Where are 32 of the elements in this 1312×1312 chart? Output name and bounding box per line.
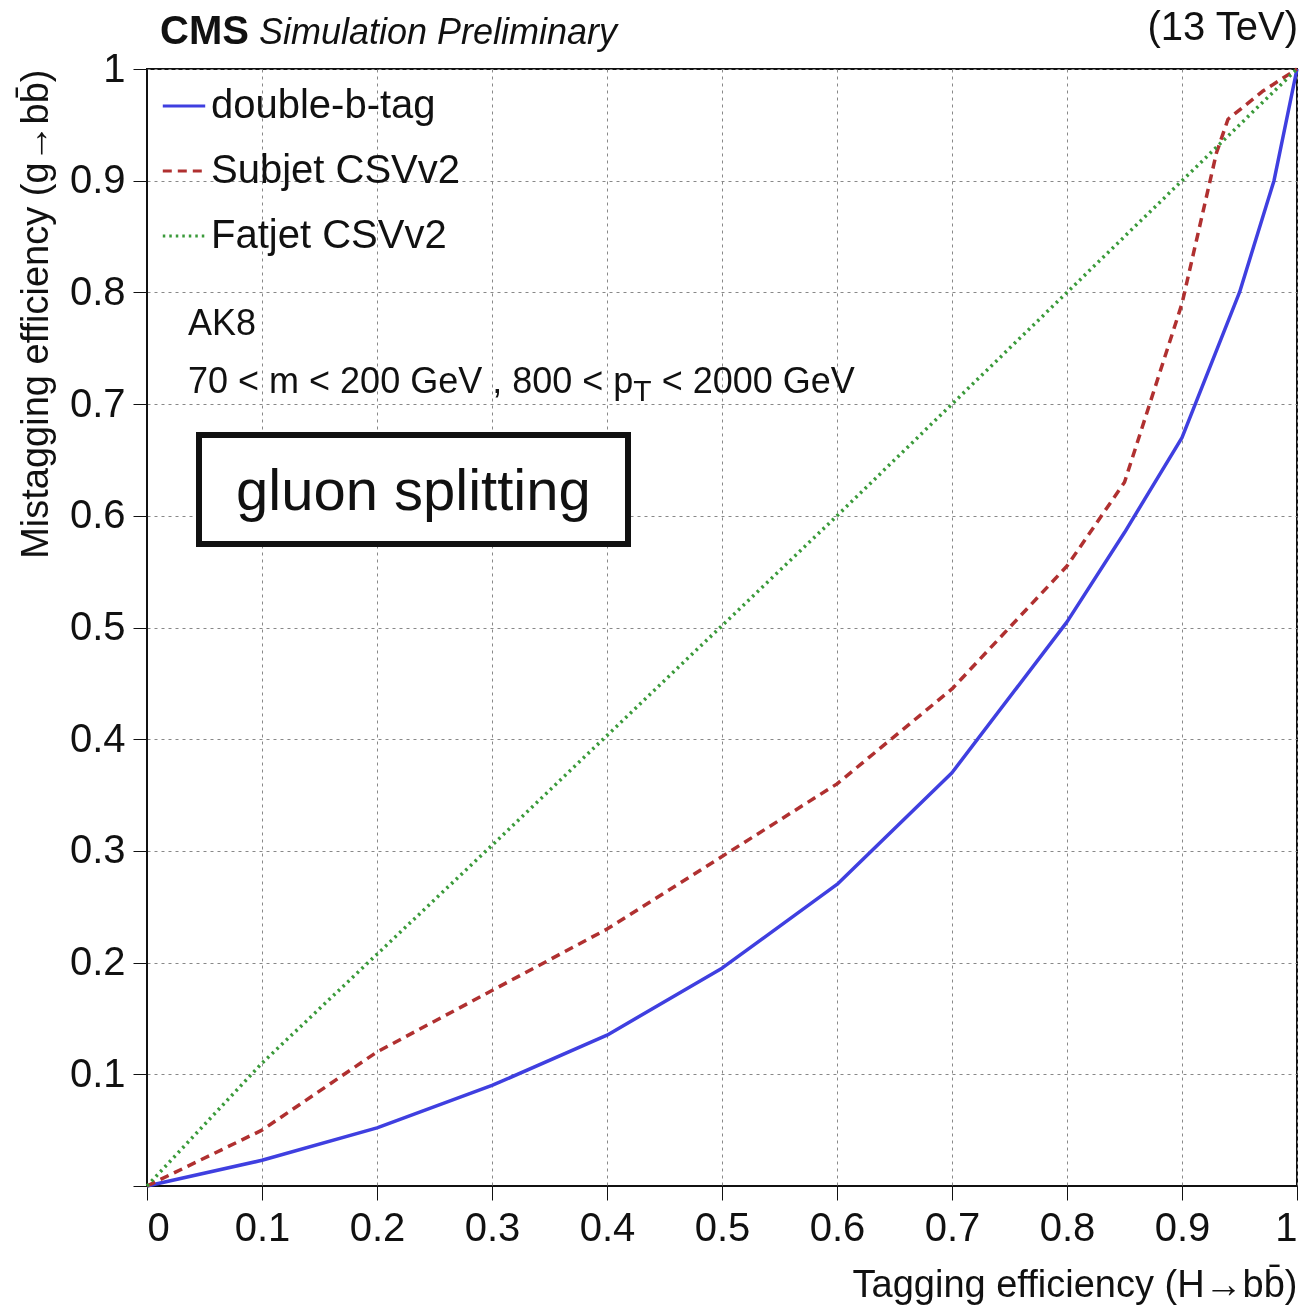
x-tick-label: 0.2 [349, 1204, 406, 1249]
legend-label: Fatjet CSVv2 [211, 212, 447, 256]
x-tick-label: 0.8 [1039, 1204, 1096, 1249]
x-tick-label: 0.1 [234, 1204, 291, 1249]
x-tick-label: 0.3 [464, 1204, 521, 1249]
x-tick-label: 0.9 [1154, 1204, 1211, 1249]
x-tick-label: 0 [147, 1204, 170, 1249]
y-axis-title: Mistagging efficiency (g→bb̄) [13, 69, 56, 559]
text: (13 TeV) [1147, 4, 1298, 49]
y-tick-label: 0.7 [69, 380, 126, 425]
x-tick-label: 1 [1275, 1204, 1298, 1249]
x-tick-label: 0.5 [694, 1204, 751, 1249]
y-tick-label: 0.3 [69, 827, 126, 872]
legend-label: Subjet CSVv2 [211, 147, 461, 191]
y-tick-label: 0.2 [69, 939, 126, 984]
x-tick-label: 0.6 [809, 1204, 866, 1249]
chart-title: CMS [160, 8, 249, 52]
annotation: gluon splitting [196, 432, 631, 547]
y-tick-label: 1 [103, 45, 126, 90]
annotation: AK8 [188, 302, 257, 344]
x-axis-title: Tagging efficiency (H→bb̄) [852, 1262, 1298, 1305]
y-tick-label: 0.4 [69, 715, 126, 760]
y-tick-label: 0.5 [69, 604, 126, 648]
x-tick-label: 0.7 [924, 1204, 981, 1249]
annotation: 70 < m < 200 GeV , 800 < p$_{T}$ < 2000 GeV [188, 360, 855, 409]
chart-subtitle: Simulation Preliminary [257, 11, 618, 52]
y-tick-label: 0.8 [69, 268, 126, 313]
x-tick-label: 0.4 [579, 1204, 636, 1249]
y-tick-label: 0.1 [69, 1050, 126, 1095]
y-tick-label: 0.9 [69, 157, 126, 202]
legend-label: double-b-tag [211, 82, 436, 126]
y-tick-label: 0.6 [69, 492, 126, 537]
